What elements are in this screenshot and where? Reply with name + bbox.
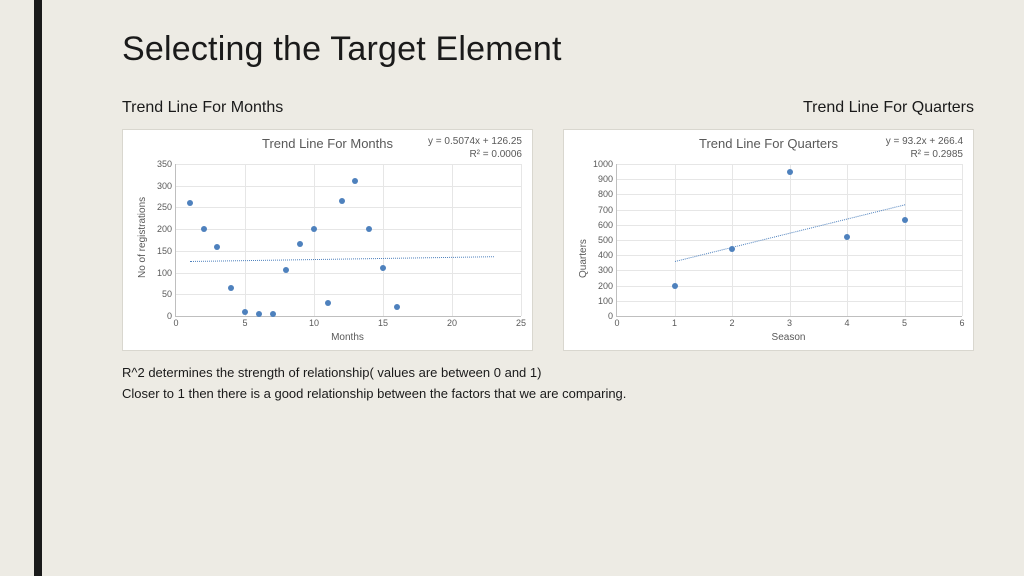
ytick-label: 800 xyxy=(598,189,613,199)
gridline-v xyxy=(383,164,384,316)
data-point xyxy=(380,265,386,271)
xtick-label: 5 xyxy=(242,318,247,328)
gridline-v xyxy=(962,164,963,316)
data-point xyxy=(187,200,193,206)
ytick-label: 50 xyxy=(162,289,172,299)
xtick-label: 1 xyxy=(672,318,677,328)
charts-row: Trend Line For Months Trend Line For Mon… xyxy=(122,99,974,351)
xtick-label: 10 xyxy=(309,318,319,328)
gridline-v xyxy=(314,164,315,316)
gridline-h xyxy=(176,273,521,274)
xtick-label: 4 xyxy=(844,318,849,328)
ytick-label: 900 xyxy=(598,174,613,184)
plot-area-months: 0501001502002503003500510152025 xyxy=(175,164,521,317)
data-point xyxy=(902,217,908,223)
xtick-label: 6 xyxy=(959,318,964,328)
ytick-label: 250 xyxy=(157,202,172,212)
data-point xyxy=(729,246,735,252)
data-point xyxy=(283,267,289,273)
accent-bar xyxy=(34,0,42,576)
ytick-label: 0 xyxy=(608,311,613,321)
chart-card-months: Trend Line For Months y = 0.5074x + 126.… xyxy=(122,129,533,351)
footnote-2: Closer to 1 then there is a good relatio… xyxy=(122,386,974,401)
xlabel-months: Months xyxy=(331,332,364,343)
gridline-h xyxy=(176,251,521,252)
xlabel-quarters: Season xyxy=(772,332,806,343)
gridline-h xyxy=(176,186,521,187)
plot-area-quarters: 010020030040050060070080090010000123456 xyxy=(616,164,962,317)
data-point xyxy=(256,311,262,317)
xtick-label: 25 xyxy=(516,318,526,328)
gridline-v xyxy=(452,164,453,316)
gridline-v xyxy=(245,164,246,316)
footnote-1: R^2 determines the strength of relations… xyxy=(122,365,974,380)
xtick-label: 0 xyxy=(614,318,619,328)
data-point xyxy=(228,285,234,291)
ytick-label: 200 xyxy=(598,281,613,291)
chart-eq-line-2: R² = 0.0006 xyxy=(469,149,522,160)
data-point xyxy=(325,300,331,306)
data-point xyxy=(352,178,358,184)
data-point xyxy=(297,241,303,247)
ytick-label: 350 xyxy=(157,159,172,169)
gridline-v xyxy=(732,164,733,316)
chart-card-quarters: Trend Line For Quarters y = 93.2x + 266.… xyxy=(563,129,974,351)
ytick-label: 1000 xyxy=(593,159,613,169)
chart-heading-months: Trend Line For Months xyxy=(122,99,533,117)
gridline-v xyxy=(847,164,848,316)
gridline-v xyxy=(905,164,906,316)
ytick-label: 300 xyxy=(157,181,172,191)
xtick-label: 15 xyxy=(378,318,388,328)
ytick-label: 200 xyxy=(157,224,172,234)
data-point xyxy=(214,244,220,250)
data-point xyxy=(394,304,400,310)
chart-col-quarters: Trend Line For Quarters Trend Line For Q… xyxy=(563,99,974,351)
gridline-h xyxy=(176,294,521,295)
data-point xyxy=(201,226,207,232)
data-point xyxy=(270,311,276,317)
ytick-label: 0 xyxy=(167,311,172,321)
xtick-label: 2 xyxy=(729,318,734,328)
page-title: Selecting the Target Element xyxy=(122,30,974,69)
chart-eq-line-1b: y = 93.2x + 266.4 xyxy=(886,136,963,147)
ytick-label: 700 xyxy=(598,205,613,215)
ytick-label: 400 xyxy=(598,250,613,260)
gridline-v xyxy=(521,164,522,316)
chart-col-months: Trend Line For Months Trend Line For Mon… xyxy=(122,99,533,351)
data-point xyxy=(366,226,372,232)
chart-eq-line-2b: R² = 0.2985 xyxy=(910,149,963,160)
ytick-label: 500 xyxy=(598,235,613,245)
ytick-label: 100 xyxy=(598,296,613,306)
data-point xyxy=(787,169,793,175)
slide: Selecting the Target Element Trend Line … xyxy=(42,0,1024,576)
data-point xyxy=(672,283,678,289)
ylabel-months: No of registrations xyxy=(137,197,148,278)
data-point xyxy=(844,234,850,240)
footnotes: R^2 determines the strength of relations… xyxy=(122,365,974,401)
chart-equation-quarters: y = 93.2x + 266.4 R² = 0.2985 xyxy=(886,136,963,161)
gridline-v xyxy=(675,164,676,316)
chart-equation-months: y = 0.5074x + 126.25 R² = 0.0006 xyxy=(428,136,522,161)
ytick-label: 300 xyxy=(598,265,613,275)
chart-eq-line-1: y = 0.5074x + 126.25 xyxy=(428,136,522,147)
ytick-label: 100 xyxy=(157,268,172,278)
gridline-h xyxy=(176,207,521,208)
gridline-h xyxy=(176,229,521,230)
chart-heading-quarters: Trend Line For Quarters xyxy=(563,99,974,117)
data-point xyxy=(339,198,345,204)
xtick-label: 3 xyxy=(787,318,792,328)
ytick-label: 600 xyxy=(598,220,613,230)
data-point xyxy=(242,309,248,315)
data-point xyxy=(311,226,317,232)
xtick-label: 20 xyxy=(447,318,457,328)
ytick-label: 150 xyxy=(157,246,172,256)
trend-line xyxy=(190,256,494,262)
ylabel-quarters: Quarters xyxy=(578,239,589,278)
xtick-label: 5 xyxy=(902,318,907,328)
gridline-v xyxy=(790,164,791,316)
gridline-h xyxy=(176,164,521,165)
xtick-label: 0 xyxy=(173,318,178,328)
